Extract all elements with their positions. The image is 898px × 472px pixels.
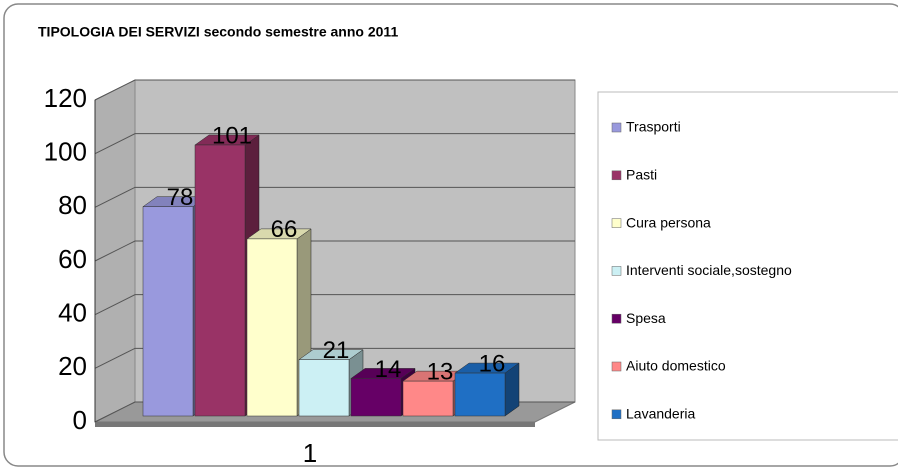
bar (298, 359, 350, 417)
legend-swatch (611, 170, 622, 181)
data-label: 21 (323, 337, 350, 364)
grid-line (94, 240, 575, 262)
bar (350, 378, 402, 417)
grid-line (94, 347, 575, 369)
legend-label: Pasti (626, 167, 657, 183)
bar (246, 238, 298, 417)
y-tick-label: 120 (44, 83, 87, 113)
grid-line (94, 186, 575, 208)
legend-label: Spesa (626, 310, 666, 326)
y-tick-label: 20 (58, 351, 87, 381)
grid-line (94, 79, 575, 101)
legend-label: Cura persona (626, 214, 711, 230)
data-label: 66 (271, 216, 298, 243)
legend-swatch (611, 218, 622, 228)
data-label: 13 (427, 358, 454, 385)
legend-label: Trasporti (626, 119, 681, 135)
bar (194, 144, 246, 417)
legend-swatch (611, 122, 622, 133)
bar (454, 372, 506, 417)
legend-swatch (611, 361, 622, 372)
legend-swatch (611, 266, 622, 276)
grid-line (94, 133, 575, 155)
y-tick-label: 80 (58, 190, 87, 220)
legend-label: Interventi sociale,sostegno (626, 262, 792, 278)
data-label: 14 (375, 356, 402, 383)
legend-swatch (611, 409, 622, 420)
legend-swatch (611, 313, 622, 324)
bar (402, 380, 454, 417)
data-label: 78 (167, 184, 194, 211)
y-tick-label: 60 (58, 244, 87, 274)
data-label: 101 (212, 122, 252, 149)
legend-label: Aiuto domestico (626, 358, 726, 374)
data-label: 16 (479, 350, 506, 377)
bar (142, 206, 194, 417)
legend-box (597, 91, 898, 441)
chart-title: TIPOLOGIA DEI SERVIZI secondo semestre a… (38, 24, 398, 40)
floor-edge (95, 422, 535, 427)
legend-label: Lavanderia (626, 406, 695, 422)
y-tick-label: 0 (73, 405, 87, 435)
y-tick-label: 100 (44, 137, 87, 167)
y-tick-label: 40 (58, 298, 87, 328)
grid-line (94, 294, 575, 316)
x-tick-label: 1 (303, 438, 317, 468)
